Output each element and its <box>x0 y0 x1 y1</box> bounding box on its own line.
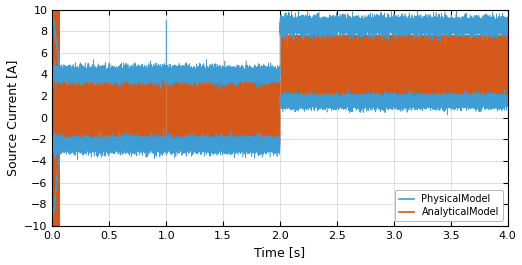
X-axis label: Time [s]: Time [s] <box>254 246 305 259</box>
Legend: PhysicalModel, AnalyticalModel: PhysicalModel, AnalyticalModel <box>395 191 503 221</box>
Y-axis label: Source Current [A]: Source Current [A] <box>6 60 19 176</box>
